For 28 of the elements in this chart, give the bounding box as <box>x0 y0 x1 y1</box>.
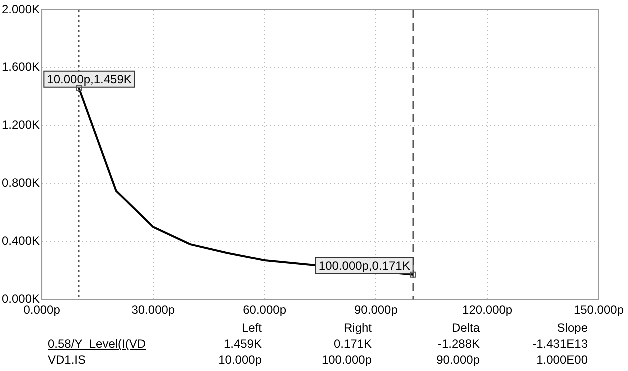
text: -1.431E13 <box>532 336 588 352</box>
text: 1.459K <box>224 337 262 351</box>
x-tick-label: 30.000p <box>132 303 176 318</box>
annotation: 100.000p,0.171K <box>318 259 410 274</box>
text: 1.000E00 <box>536 352 588 368</box>
x-tick-label: 90.000p <box>354 303 398 318</box>
annotation: 10.000p,1.459K <box>47 72 132 87</box>
y-tick-label: 0.800K <box>2 176 40 190</box>
text: -1.288K <box>436 336 480 352</box>
text: 0.171K <box>332 336 372 352</box>
text: Delta <box>450 320 480 336</box>
y-tick-label: 1.200K <box>2 118 40 132</box>
x-tick-label: 60.000p <box>243 303 287 318</box>
text: 90.000p <box>436 352 480 368</box>
y-tick-label: 0.000K <box>2 292 40 306</box>
x-tick-label: 150.000p <box>574 303 624 318</box>
text: 10.000p <box>218 352 262 368</box>
x-tick-label: 0.000p <box>24 303 61 318</box>
text: Right <box>342 320 372 336</box>
text: Left <box>240 320 262 336</box>
x-tick-label: 120.000p <box>462 303 513 318</box>
y-tick-label: 2.000K <box>2 2 40 16</box>
y-tick-label: 0.400K <box>2 234 40 248</box>
text: Slope <box>556 320 588 336</box>
text: 100.000p <box>320 352 372 368</box>
text: VD1.IS <box>48 352 88 368</box>
y-tick-label: 1.600K <box>2 60 40 74</box>
text: 0.58/Y_Level(I(VD <box>48 336 146 352</box>
